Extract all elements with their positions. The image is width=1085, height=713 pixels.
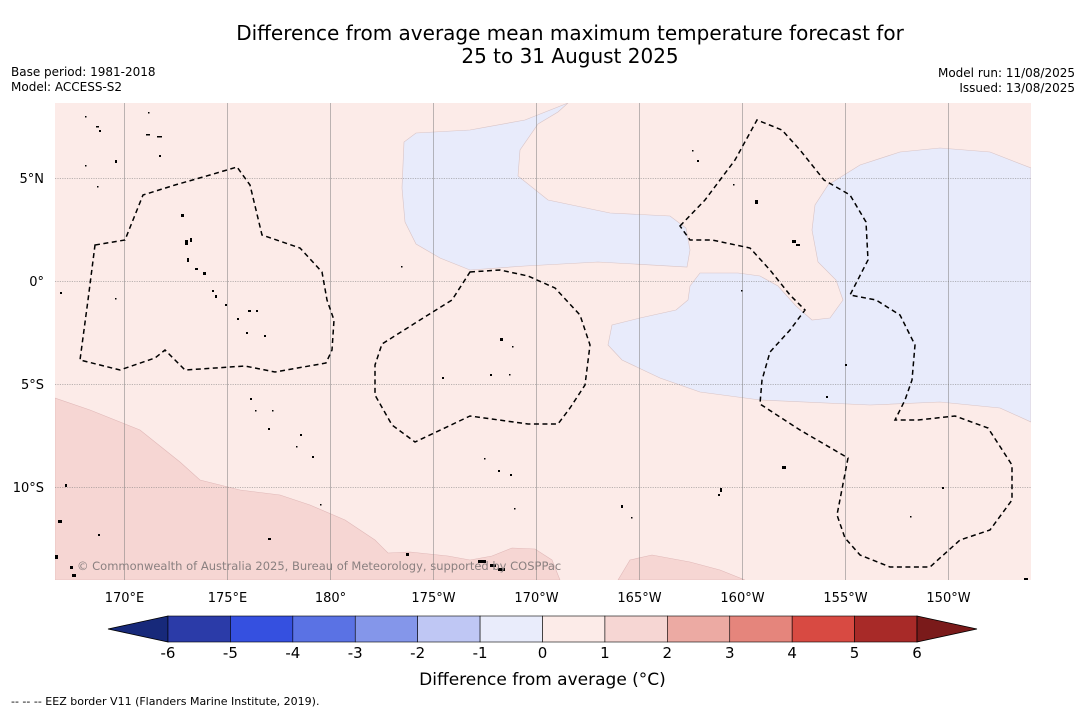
islands bbox=[55, 112, 1028, 580]
lat-label-5n: 5°N bbox=[20, 172, 45, 187]
graticule bbox=[55, 103, 1031, 580]
lon-label-175w: 175°W bbox=[411, 591, 455, 606]
eez-border-phoenix bbox=[374, 269, 591, 443]
eez-border-line-islands bbox=[679, 119, 1013, 568]
lat-label-0: 0° bbox=[29, 275, 44, 290]
colorbar-tick-label: -2 bbox=[410, 644, 425, 662]
colorbar-tick-label: -3 bbox=[348, 644, 363, 662]
lon-label-155w: 155°W bbox=[823, 591, 867, 606]
colorbar-over-arrow bbox=[916, 615, 978, 643]
model-name: Model: ACCESS-S2 bbox=[11, 80, 123, 94]
lon-label-170w: 170°W bbox=[514, 591, 558, 606]
lat-labels: 5°N 0° 5°S 10°S bbox=[13, 172, 44, 496]
colorbar-segment bbox=[791, 615, 855, 643]
anomaly-cool-region-north bbox=[401, 103, 691, 271]
issued-date: Issued: 13/08/2025 bbox=[959, 81, 1075, 95]
colorbar-segment bbox=[604, 615, 668, 643]
colorbar-segment bbox=[292, 615, 356, 643]
colorbar-under-arrow bbox=[107, 615, 169, 643]
copyright-text: © Commonwealth of Australia 2025, Bureau… bbox=[77, 559, 561, 573]
colorbar: -6 -5 -4 -3 -2 -1 0 1 2 3 4 5 6 bbox=[107, 615, 978, 662]
anomaly-warm-region-south bbox=[617, 554, 746, 580]
colorbar-tick-label: 3 bbox=[725, 644, 735, 662]
eez-borders bbox=[79, 119, 1013, 568]
model-run: Model run: 11/08/2025 bbox=[937, 66, 1075, 80]
colorbar-tick-labels: -6 -5 -4 -3 -2 -1 0 1 2 3 4 5 6 bbox=[161, 644, 922, 662]
lon-labels: 170°E 175°E 180° 175°W 170°W 165°W 160°W… bbox=[105, 591, 971, 606]
colorbar-segments bbox=[167, 615, 918, 643]
colorbar-tick-label: -6 bbox=[161, 644, 176, 662]
colorbar-segment bbox=[167, 615, 231, 643]
colorbar-segment bbox=[354, 615, 418, 643]
meta-left: Base period: 1981-2018 Model: ACCESS-S2 bbox=[11, 65, 156, 95]
colorbar-segment bbox=[479, 615, 543, 643]
lon-label-180: 180° bbox=[315, 591, 346, 606]
colorbar-tick-label: 6 bbox=[912, 644, 922, 662]
colorbar-segment bbox=[667, 615, 731, 643]
title-line-1: Difference from average mean maximum tem… bbox=[236, 21, 904, 45]
anomaly-cool-region-east bbox=[607, 147, 1031, 423]
title-line-2: 25 to 31 August 2025 bbox=[461, 44, 679, 68]
lon-label-160w: 160°W bbox=[720, 591, 764, 606]
lat-label-10s: 10°S bbox=[13, 481, 44, 496]
colorbar-tick-label: -1 bbox=[473, 644, 488, 662]
lon-label-170e: 170°E bbox=[105, 591, 145, 606]
lon-label-165w: 165°W bbox=[617, 591, 661, 606]
colorbar-tick-label: -4 bbox=[285, 644, 300, 662]
chart-title: Difference from average mean maximum tem… bbox=[170, 22, 970, 68]
map-area: © Commonwealth of Australia 2025, Bureau… bbox=[55, 103, 1031, 580]
colorbar-segment bbox=[729, 615, 793, 643]
lon-label-150w: 150°W bbox=[926, 591, 970, 606]
anomaly-warm-region-southwest bbox=[55, 397, 561, 580]
colorbar-tick-label: -5 bbox=[223, 644, 238, 662]
base-period: Base period: 1981-2018 bbox=[11, 65, 156, 79]
colorbar-tick-label: 1 bbox=[600, 644, 610, 662]
colorbar-tick-label: 4 bbox=[787, 644, 797, 662]
eez-legend-note: -- -- -- EEZ border V11 (Flanders Marine… bbox=[11, 695, 320, 708]
colorbar-segment bbox=[417, 615, 481, 643]
colorbar-tick-label: 0 bbox=[538, 644, 548, 662]
colorbar-tick-label: 2 bbox=[663, 644, 673, 662]
colorbar-segment bbox=[542, 615, 606, 643]
colorbar-label: Difference from average (°C) bbox=[419, 670, 666, 690]
colorbar-tick-label: 5 bbox=[850, 644, 860, 662]
colorbar-segment bbox=[230, 615, 294, 643]
meta-right: Model run: 11/08/2025 Issued: 13/08/2025 bbox=[938, 66, 1075, 96]
lon-label-175e: 175°E bbox=[208, 591, 248, 606]
lat-label-5s: 5°S bbox=[21, 378, 44, 393]
eez-border-tuvalu-kiribati-west bbox=[79, 166, 335, 373]
colorbar-segment bbox=[854, 615, 918, 643]
